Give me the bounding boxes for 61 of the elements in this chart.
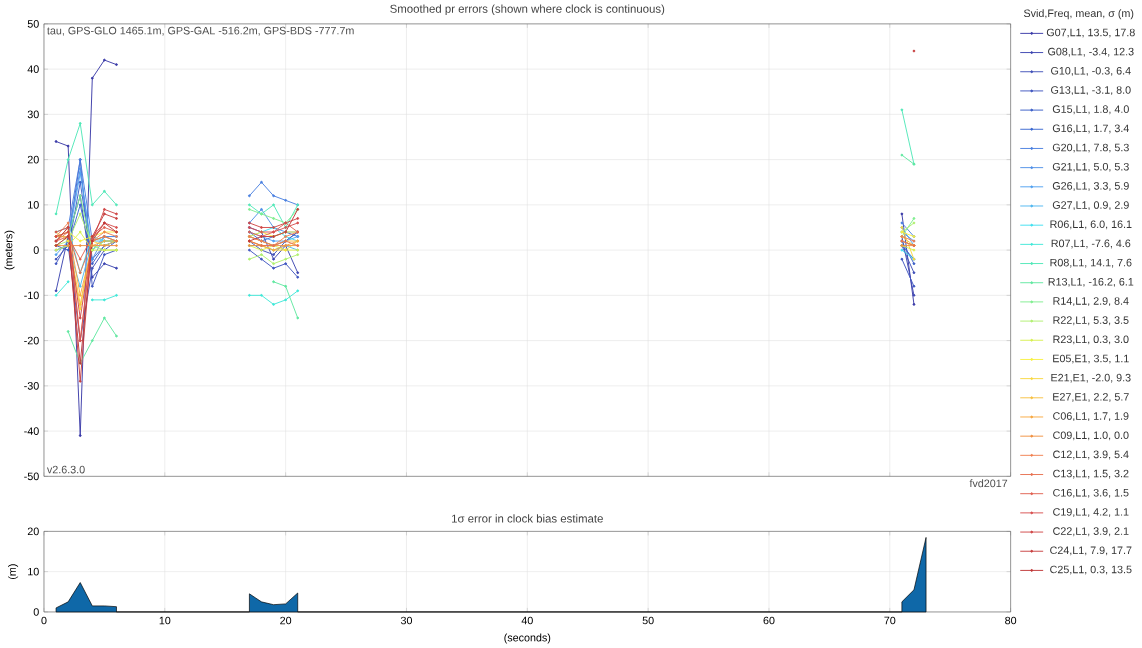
legend-label: R23,L1, 0.3, 3.0 [1053,335,1129,345]
y-tick-label: 10 [28,201,39,209]
y-tick-label: 10 [28,567,39,576]
legend-label: R22,L1, 5.3, 3.5 [1053,316,1129,326]
y-axis-title: (meters) [4,230,15,270]
legend-label: C24,L1, 7.9, 17.7 [1050,546,1132,556]
y-tick-label: 30 [27,110,39,119]
y-tick-label: -50 [24,472,39,481]
y-tick-label: 0 [33,246,39,254]
legend-label: C12,L1, 3.9, 5.4 [1053,450,1129,460]
legend-label: G08,L1, -3.4, 12.3 [1048,47,1134,57]
legend-label: C25,L1, 0.3, 13.5 [1050,565,1132,575]
y-tick-label: 40 [27,65,39,73]
x-tick-label: 30 [400,616,413,625]
y-axis-title: (m) [8,564,19,580]
legend-label: C16,L1, 3.6, 1.5 [1053,488,1129,498]
legend-label: C13,L1, 1.5, 3.2 [1053,469,1129,479]
y-tick-label: 20 [27,527,39,536]
legend-label: E21,E1, -2.0, 9.3 [1051,373,1131,383]
x-tick-label: 50 [642,616,654,625]
legend-label: G26,L1, 3.3, 5.9 [1052,182,1129,191]
legend-label: E27,E1, 2.2, 5.7 [1053,393,1129,402]
legend-label: R08,L1, 14.1, 7.6 [1050,258,1132,268]
x-tick-label: 40 [521,616,533,625]
annotation: v2.6.3.0 [46,465,85,474]
legend-label: G07,L1, 13.5, 17.8 [1046,28,1135,38]
x-tick-label: 20 [280,616,292,625]
y-tick-label: -20 [24,336,39,345]
chart-title: Smoothed pr errors (shown where clock is continuous) [390,4,665,16]
x-tick-label: 60 [763,616,775,625]
annotation: tau, GPS-GLO 1465.1m, GPS-GAL -516.2m, GPS-BDS -777.7m [47,26,354,36]
x-axis-title: (seconds) [504,633,551,644]
legend-label: G27,L1, 0.9, 2.9 [1052,201,1129,211]
legend-label: R14,L1, 2.9, 8.4 [1053,297,1129,307]
y-tick-label: 20 [27,155,39,164]
legend-label: R07,L1, -7.6, 4.6 [1051,239,1131,249]
legend-label: E05,E1, 3.5, 1.1 [1053,354,1129,364]
legend-label: R06,L1, 6.0, 16.1 [1050,220,1132,230]
legend-label: C22,L1, 3.9, 2.1 [1053,527,1129,537]
legend-label: G15,L1, 1.8, 4.0 [1052,105,1129,115]
text: fvd2017 [969,479,1008,488]
legend-label: C09,L1, 1.0, 0.0 [1053,431,1129,441]
y-tick-label: 0 [33,608,39,616]
chart-title: 1σ error in clock bias estimate [452,514,603,523]
y-tick-label: -10 [24,291,39,300]
x-tick-label: 80 [1005,616,1017,625]
legend-label: G20,L1, 7.8, 5.3 [1052,143,1129,153]
legend-label: C19,L1, 4.2, 1.1 [1053,508,1129,517]
x-tick-label: 70 [884,616,896,625]
legend-label: G16,L1, 1.7, 3.4 [1052,124,1129,134]
legend-label: G13,L1, -3.1, 8.0 [1051,86,1131,96]
y-tick-label: 50 [27,20,39,28]
legend-label: C06,L1, 1.7, 1.9 [1053,412,1129,422]
y-tick-label: -30 [24,382,39,390]
y-tick-label: -40 [24,427,39,435]
legend-label: R13,L1, -16.2, 6.1 [1048,277,1134,287]
legend-label: G21,L1, 5.0, 5.3 [1052,162,1129,172]
x-tick-label: 10 [159,616,171,625]
legend-title: Svid,Freq, mean, σ (m) [1023,9,1134,20]
x-tick-label: 0 [41,616,47,625]
legend-label: G10,L1, -0.3, 6.4 [1051,66,1131,76]
